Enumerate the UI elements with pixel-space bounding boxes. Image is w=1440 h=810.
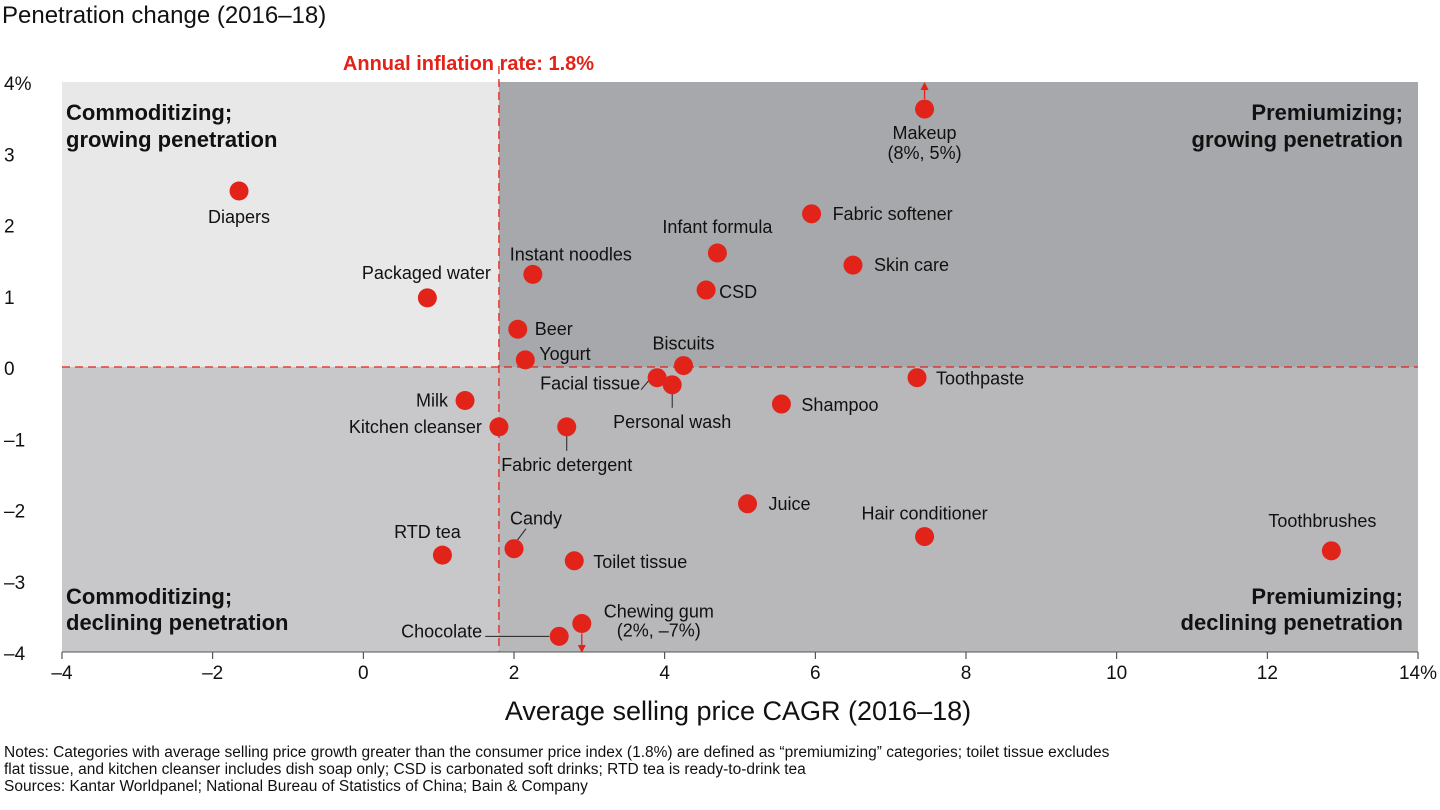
data-point — [662, 375, 682, 395]
x-tick-label: –2 — [202, 663, 223, 684]
data-point — [557, 417, 577, 437]
quadrant-label-bottom-left: Commoditizing; — [66, 584, 232, 609]
notes: Notes: Categories with average selling p… — [4, 744, 1436, 795]
data-point — [915, 99, 935, 119]
y-tick-label: –4 — [4, 644, 26, 665]
quadrant-label-top-right: Premiumizing; — [1251, 100, 1403, 125]
y-tick-label: 4% — [4, 74, 32, 95]
x-tick-label: 2 — [509, 663, 520, 684]
data-point — [707, 243, 727, 263]
point-sublabel: (2%, –7%) — [617, 621, 701, 641]
quadrant-bottom-right-bg — [498, 367, 1418, 652]
leader-line — [516, 528, 527, 541]
data-point — [508, 319, 528, 339]
x-tick-label: 0 — [358, 663, 369, 684]
data-point — [417, 288, 437, 308]
data-point — [515, 350, 535, 370]
point-label: Milk — [416, 390, 449, 410]
point-label: Kitchen cleanser — [349, 417, 482, 437]
point-sublabel: (8%, 5%) — [888, 143, 962, 163]
point-label: Toothbrushes — [1268, 511, 1376, 531]
point-label: Packaged water — [362, 263, 491, 283]
point-label: Toilet tissue — [593, 552, 687, 572]
data-point — [907, 368, 927, 388]
point-label: Personal wash — [613, 412, 731, 432]
notes-line-1: Notes: Categories with average selling p… — [4, 744, 1110, 761]
point-label: Makeup — [893, 123, 957, 143]
point-label: Diapers — [208, 207, 270, 227]
quadrant-label-bottom-right: declining penetration — [1181, 610, 1403, 635]
quadrant-label-top-right: growing penetration — [1192, 127, 1403, 152]
point-label: Chocolate — [401, 621, 482, 641]
y-tick-label: –1 — [4, 430, 25, 451]
y-tick-label: –2 — [4, 502, 25, 523]
data-point — [1321, 541, 1341, 561]
inflation-label: Annual inflation rate: 1.8% — [343, 53, 594, 75]
point-label: CSD — [719, 282, 757, 302]
data-point — [802, 204, 822, 224]
data-point — [549, 626, 569, 646]
y-tick-label: 0 — [4, 359, 15, 380]
point-label: Shampoo — [801, 395, 878, 415]
data-point — [915, 527, 935, 547]
quadrant-label-top-left: growing penetration — [66, 127, 277, 152]
quadrant-bottom-left-bg — [62, 367, 499, 652]
x-tick-label: 6 — [810, 663, 821, 684]
data-point — [572, 614, 592, 633]
y-tick-label: 1 — [4, 288, 15, 309]
point-label: Juice — [769, 494, 811, 514]
x-tick-label: 10 — [1106, 663, 1127, 684]
point-label: Biscuits — [652, 334, 714, 354]
point-label: Hair conditioner — [862, 504, 988, 524]
point-label: Candy — [510, 509, 562, 529]
point-label: Chewing gum — [604, 602, 714, 622]
y-tick-label: –3 — [4, 573, 25, 594]
quadrant-top-right-bg — [498, 82, 1418, 367]
y-tick-label: 3 — [4, 145, 15, 166]
point-label: Skin care — [874, 255, 949, 275]
data-point — [523, 264, 543, 284]
x-tick-label: 4 — [659, 663, 670, 684]
point-label: Fabric softener — [833, 204, 953, 224]
point-label: Facial tissue — [540, 374, 640, 394]
data-point — [696, 280, 716, 300]
x-tick-label: 14% — [1399, 663, 1437, 684]
quadrant-label-top-left: Commoditizing; — [66, 100, 232, 125]
x-axis-title: Average selling price CAGR (2016–18) — [505, 696, 971, 726]
x-tick-label: –4 — [51, 663, 73, 684]
data-point — [771, 394, 791, 414]
data-point — [229, 181, 249, 201]
off-scale-arrowhead — [920, 82, 929, 90]
point-label: Yogurt — [539, 344, 590, 364]
data-point — [455, 390, 475, 410]
quadrant-label-bottom-left: declining penetration — [66, 610, 288, 635]
point-label: Fabric detergent — [501, 455, 632, 475]
data-point — [564, 551, 584, 571]
data-point — [504, 539, 524, 559]
point-label: RTD tea — [394, 522, 462, 542]
quadrant-label-bottom-right: Premiumizing; — [1251, 584, 1403, 609]
data-point — [843, 255, 863, 275]
data-point — [647, 368, 667, 388]
scatter-chart: Annual inflation rate: 1.8% Penetration … — [2, 2, 1437, 726]
point-label: Instant noodles — [510, 244, 632, 264]
y-tick-label: 2 — [4, 217, 15, 238]
data-point — [432, 545, 452, 565]
point-label: Toothpaste — [936, 369, 1024, 389]
x-tick-label: 8 — [961, 663, 972, 684]
point-label: Beer — [535, 319, 573, 339]
notes-line-2: flat tissue, and kitchen cleanser includ… — [4, 761, 806, 778]
data-point — [489, 417, 509, 437]
x-tick-label: 12 — [1257, 663, 1278, 684]
off-scale-arrowhead — [577, 645, 586, 653]
y-axis-title: Penetration change (2016–18) — [2, 2, 326, 29]
data-point — [738, 494, 758, 514]
sources-line: Sources: Kantar Worldpanel; National Bur… — [4, 778, 588, 795]
point-label: Infant formula — [662, 217, 773, 237]
data-point — [674, 356, 693, 376]
quadrant-top-left-bg — [62, 82, 499, 367]
